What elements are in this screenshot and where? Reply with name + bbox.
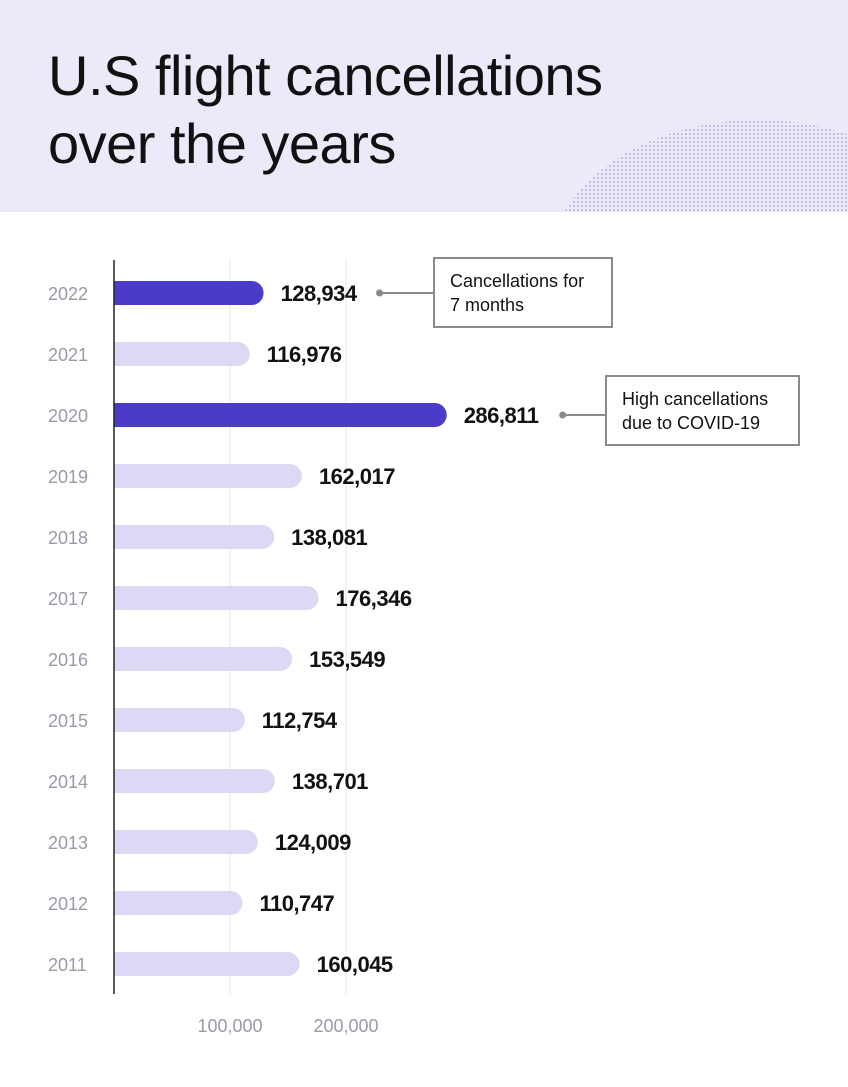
year-label-2019: 2019 [48,467,88,487]
annotation-2020-box: High cancellations due to COVID-19 [605,375,800,446]
year-label-2018: 2018 [48,528,88,548]
annotation-dot-2020 [559,411,567,419]
year-label-2017: 2017 [48,589,88,609]
bar-chart: 2022 2021 2020 2019 2018 2017 2016 2015 2014 2013… [48,260,605,1036]
value-label-2019: 162,017 [319,464,395,489]
value-label-2022: 128,934 [281,281,358,306]
bar-2015 [114,708,245,732]
annotation-2022-line-2: 7 months [450,295,525,315]
annotation-2020-line-2: due to COVID-19 [622,413,761,433]
value-label-2011: 160,045 [317,952,393,977]
bar-2019 [114,464,302,488]
value-label-2012: 110,747 [259,891,334,916]
bar-2020 [114,403,447,427]
year-label-2013: 2013 [48,833,88,853]
bar-2021 [114,342,250,366]
value-label-2017: 176,346 [336,586,412,611]
year-label-2015: 2015 [48,711,88,731]
year-label-2021: 2021 [48,345,88,365]
bar-2016 [114,647,293,671]
x-tick-label: 200,000 [313,1016,378,1036]
annotation-2022-box: Cancellations for 7 months [433,257,613,328]
x-axis-tick-labels: 100,000 200,000 [197,1016,378,1036]
bar-2017 [114,586,319,610]
chart-title-line-2: over the years [48,112,396,175]
annotation-connectors [376,289,605,419]
annotation-dot-2022 [376,289,384,297]
bars [114,281,447,976]
bar-2013 [114,830,258,854]
bar-2012 [114,891,243,915]
bar-2022 [114,281,264,305]
year-labels: 2022 2021 2020 2019 2018 2017 2016 2015 2014 2013… [48,284,88,975]
annotation-2020-line-1: High cancellations [622,389,769,409]
year-label-2016: 2016 [48,650,88,670]
year-label-2022: 2022 [48,284,88,304]
bar-2014 [114,769,275,793]
annotation-2022-line-1: Cancellations for [450,271,585,291]
year-label-2020: 2020 [48,406,88,426]
bar-2011 [114,952,300,976]
gridlines [229,260,347,994]
year-label-2012: 2012 [48,894,88,914]
value-label-2021: 116,976 [267,342,342,367]
value-label-2015: 112,754 [262,708,338,733]
value-labels: 128,934 116,976 286,811 162,017 138,081 176,3… [259,281,539,977]
chart-title: U.S flight cancellations over the years [48,42,603,178]
value-label-2013: 124,009 [275,830,351,855]
chart-title-line-1: U.S flight cancellations [48,44,603,107]
bar-2018 [114,525,275,549]
value-label-2016: 153,549 [309,647,385,672]
x-tick-label: 100,000 [197,1016,262,1036]
header-banner: U.S flight cancellations over the years [0,0,848,212]
value-label-2020: 286,811 [464,403,539,428]
year-label-2011: 2011 [48,955,87,975]
year-label-2014: 2014 [48,772,88,792]
value-label-2018: 138,081 [291,525,367,550]
value-label-2014: 138,701 [292,769,368,794]
